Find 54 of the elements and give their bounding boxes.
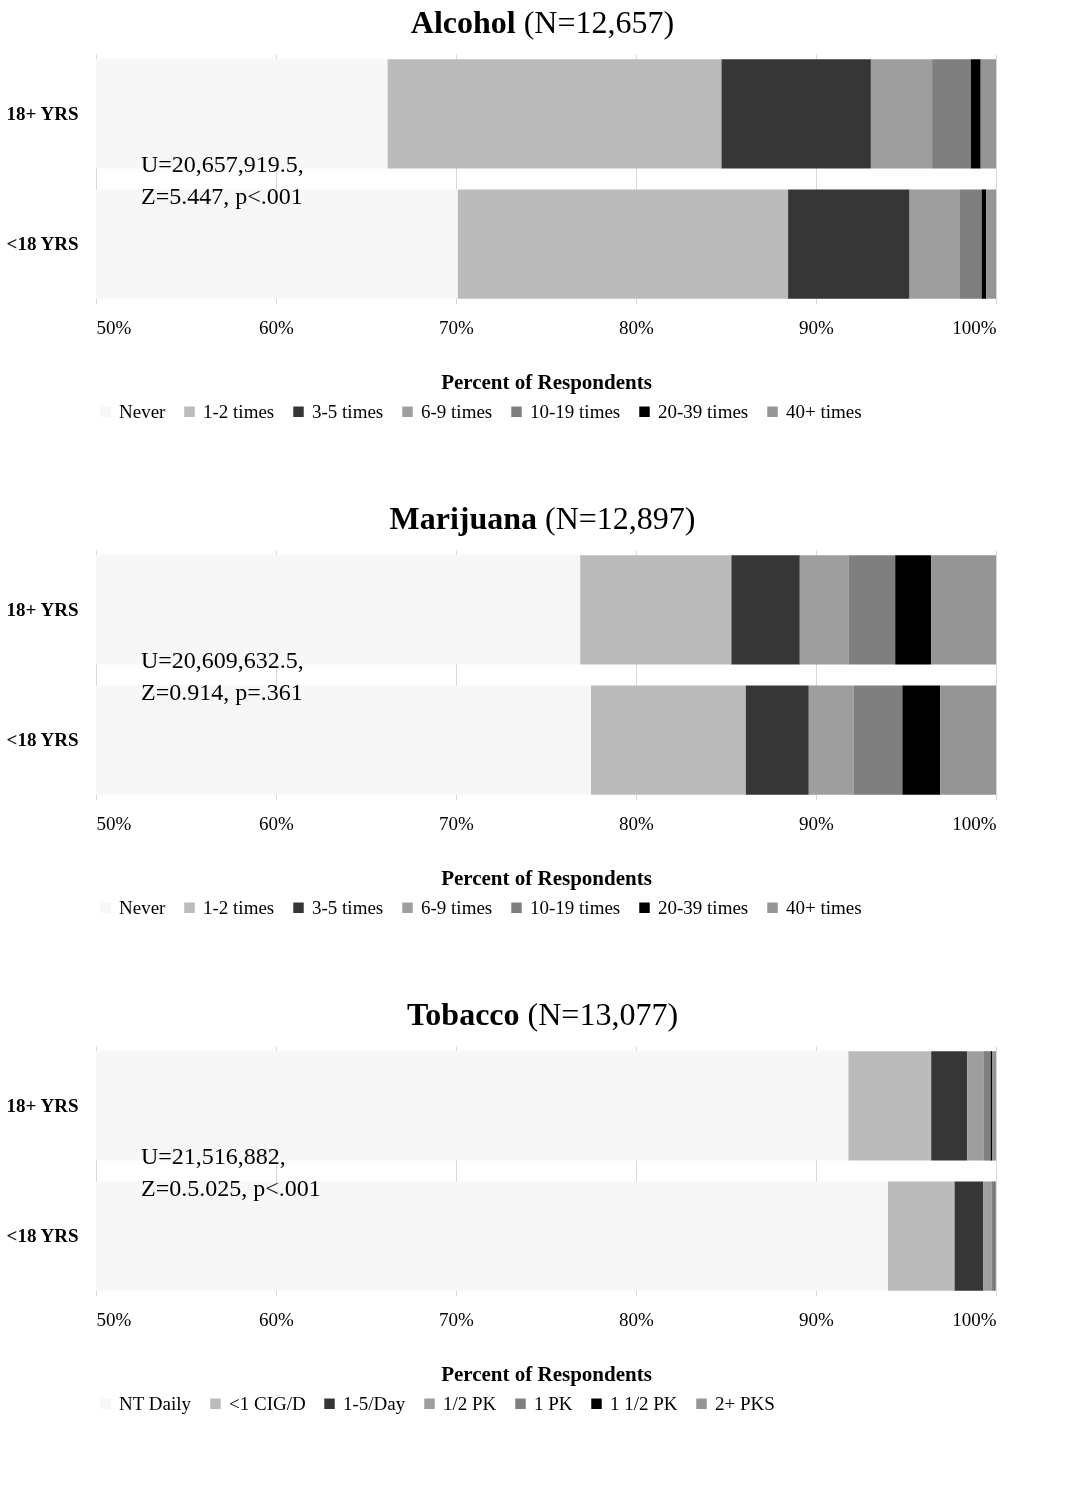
x-axis-title: Percent of Respondents bbox=[441, 865, 652, 890]
legend-label: 10-19 times bbox=[530, 400, 621, 422]
x-tick-label: 70% bbox=[439, 316, 475, 338]
x-tick-label: 60% bbox=[259, 316, 295, 338]
legend-label: 1 1/2 PK bbox=[610, 1392, 678, 1414]
legend-label: NT Daily bbox=[119, 1392, 192, 1414]
x-tick-label: 100% bbox=[952, 812, 997, 834]
legend-label: Never bbox=[119, 896, 167, 918]
x-tick-label: 50% bbox=[96, 316, 132, 338]
y-tick-label: 18+ YRS bbox=[6, 598, 79, 620]
x-axis-title: Percent of Respondents bbox=[441, 1361, 652, 1386]
x-tick-label: 50% bbox=[96, 812, 132, 834]
legend-label: 3-5 times bbox=[312, 400, 384, 422]
x-tick-label: 50% bbox=[96, 1308, 132, 1330]
x-tick-label: 80% bbox=[619, 812, 655, 834]
chart-title: Alcohol (N=12,657) bbox=[409, 3, 676, 42]
legend-label: 1-2 times bbox=[203, 896, 275, 918]
y-tick-label: <18 YRS bbox=[6, 1225, 79, 1247]
legend-label: <1 CIG/D bbox=[229, 1392, 306, 1414]
y-tick-label: 18+ YRS bbox=[6, 102, 79, 124]
x-tick-label: 90% bbox=[799, 316, 835, 338]
x-tick-label: 60% bbox=[259, 1308, 295, 1330]
legend-label: 40+ times bbox=[786, 400, 862, 422]
x-tick-label: 70% bbox=[439, 812, 475, 834]
legend-label: 1-2 times bbox=[203, 400, 275, 422]
x-axis-title: Percent of Respondents bbox=[441, 369, 652, 394]
legend-label: 10-19 times bbox=[530, 896, 621, 918]
chart-title: Tobacco (N=13,077) bbox=[405, 995, 680, 1034]
chart-title: Marijuana (N=12,897) bbox=[388, 499, 697, 538]
legend-label: 20-39 times bbox=[658, 896, 749, 918]
annotation: U=21,516,882, Z=0.5.025, p<.001 bbox=[141, 1143, 321, 1201]
x-tick-label: 90% bbox=[799, 812, 835, 834]
x-tick-label: 70% bbox=[439, 1308, 475, 1330]
legend-label: 1-5/Day bbox=[343, 1392, 406, 1414]
legend-label: 3-5 times bbox=[312, 896, 384, 918]
legend-label: 6-9 times bbox=[421, 896, 493, 918]
annotation: U=20,609,632.5, Z=0.914, p=.361 bbox=[141, 647, 304, 705]
legend-label: 2+ PKS bbox=[715, 1392, 775, 1414]
y-tick-label: <18 YRS bbox=[6, 233, 79, 255]
y-tick-label: 18+ YRS bbox=[6, 1094, 79, 1116]
x-tick-label: 60% bbox=[259, 812, 295, 834]
y-tick-label: <18 YRS bbox=[6, 729, 79, 751]
x-tick-label: 80% bbox=[619, 316, 655, 338]
x-tick-label: 80% bbox=[619, 1308, 655, 1330]
legend-label: Never bbox=[119, 400, 167, 422]
legend-label: 1 PK bbox=[534, 1392, 573, 1414]
legend-label: 1/2 PK bbox=[443, 1392, 497, 1414]
legend-label: 20-39 times bbox=[658, 400, 749, 422]
x-tick-label: 90% bbox=[799, 1308, 835, 1330]
legend-label: 40+ times bbox=[786, 896, 862, 918]
x-tick-label: 100% bbox=[952, 1308, 997, 1330]
x-tick-label: 100% bbox=[952, 316, 997, 338]
annotation: U=20,657,919.5, Z=5.447, p<.001 bbox=[141, 151, 304, 209]
legend-label: 6-9 times bbox=[421, 400, 493, 422]
